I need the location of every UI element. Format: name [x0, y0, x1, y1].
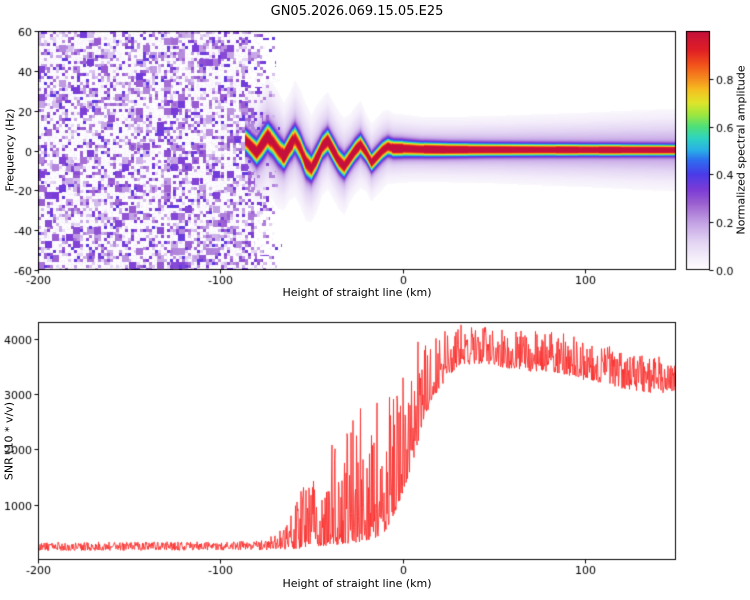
snr-x-axis-label: Height of straight line (km) [282, 577, 432, 590]
figure-title: GN05.2026.069.15.05.E25 [270, 4, 444, 19]
snr-line-chart [38, 322, 676, 560]
snr-axis-label: SNR (10 * v/v) [2, 401, 16, 481]
spectrogram-x-axis-label: Height of straight line (km) [282, 286, 432, 299]
frequency-axis-label: Frequency (Hz) [3, 108, 17, 192]
colorbar-gradient [686, 31, 710, 270]
colorbar-label: Normalized spectral amplitude [734, 65, 748, 235]
spectrogram-heatmap [38, 31, 676, 270]
